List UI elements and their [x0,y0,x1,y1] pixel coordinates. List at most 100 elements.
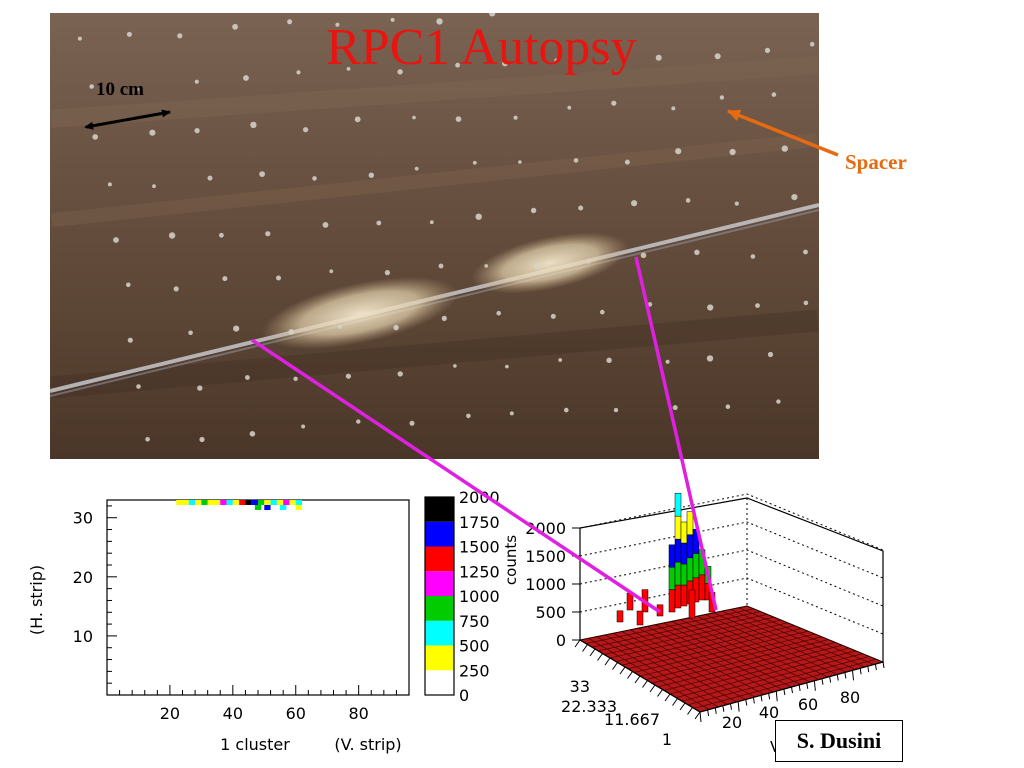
spacer-dot [554,58,559,63]
colorbar-swatch [425,497,454,522]
spacer-dot [675,148,682,155]
spacer-dot [288,329,294,335]
lego-ytick [694,711,701,720]
autopsy-photo [50,13,819,459]
lego-bar-segment [674,561,682,586]
spacer-dot [265,231,271,237]
lego-xtick [806,682,809,689]
lego-xtick [730,703,732,710]
lego-floor-line [713,612,847,673]
lego-bar-segment [668,589,676,613]
spacer-dot [466,413,471,419]
lego-xtick [791,686,793,694]
colorbar-tick-label: 1500 [459,538,500,557]
lego-xtick [714,707,717,714]
spacer-dot [767,351,774,358]
spacer-dot [346,67,351,71]
lego-xtick [707,709,710,716]
spacer-dot [672,405,678,411]
lego-floor-line [705,614,838,675]
spacer-dot [354,116,361,123]
hit-map-xtick-label: 20 [160,704,180,723]
spacer-dot [803,300,809,306]
spacer-dot [113,237,119,243]
spacer-dot [197,385,203,391]
spacer-dot [322,222,329,228]
hit-map-cell [254,505,262,510]
lego-floor-line [663,622,792,688]
spacer-dot [530,207,537,214]
lego-xtick [829,676,832,683]
lego-ztick-label: 2000 [525,519,566,538]
spacer-dot [345,373,351,379]
lego-ytick [687,707,693,715]
lego-floor-line [671,621,801,685]
colorbar-swatch [425,521,454,547]
spacer-dot [502,60,508,67]
hit-map-cell [264,500,271,505]
spacer-dot [489,13,496,17]
spacer-dot [397,69,403,75]
spacer-dot [232,23,239,30]
spacer-dot [438,263,444,269]
lego-xtick [745,699,748,706]
colorbar-tick-label: 0 [459,686,469,705]
colorbar-tick-label: 1000 [459,587,500,606]
lego-ytick-label: 33 [570,677,590,696]
hit-map-ytick-label: 10 [73,627,93,646]
spacer-dot [414,166,419,171]
lego-xtick [760,695,763,702]
spacer-dot [145,437,150,442]
lego-floor-line [663,644,843,691]
lego-xtick-label: 60 [798,695,818,714]
hit-map-cell [226,500,233,505]
hit-map-cell [270,500,277,505]
spacer-dot [390,17,395,22]
hit-map-cell [295,500,303,505]
spacer-dot [441,315,447,321]
lego-xtick-label: 20 [722,713,742,732]
lego-zlabel: counts [502,535,520,585]
spacer-dot [243,75,249,81]
lego-bar-segment [636,610,644,626]
lego-bar-segment [674,515,682,540]
hit-map-xtick-label: 80 [348,704,368,723]
lego-floor-line [696,615,829,678]
spacer-dot [719,95,725,100]
lego-bar-segment [692,553,700,578]
lego-bar-segment [686,511,694,535]
spacer-dot [791,194,798,201]
spacer-dot [484,264,489,268]
lego-xtick [737,701,740,712]
lego-ytick [612,662,618,670]
spacer-dot [764,47,771,54]
spacer-dot [771,92,777,97]
spacer-dot [296,70,301,75]
spacer-dot [573,158,579,163]
lego-floor-line [721,610,856,670]
colorbar-swatch [425,596,454,621]
spacer-label: Spacer [845,150,907,174]
colorbar-tick-label: 1250 [459,562,500,581]
lego-ytick [582,644,588,652]
lego-ytick [589,648,596,657]
spacer-dot [534,263,541,270]
spacer-dot [303,127,309,133]
connector-line-right [634,256,718,611]
colorbar-frame [424,496,455,696]
lego-ytick [657,689,663,697]
spacer-dot [126,282,131,288]
spacer-dot [611,100,617,106]
spacer-dot [312,176,317,181]
spacer-dot [126,31,132,37]
lego-bar-segment [686,557,694,582]
spacer-dot [694,249,700,255]
spacer-dot [578,205,584,211]
lego-floor-line [657,642,836,688]
spacer-dot [631,200,638,207]
colorbar-swatch [425,571,454,596]
hit-map-cell [239,500,246,505]
hit-map-cell [289,500,296,505]
lego-bar-segment [680,542,688,565]
spacer-dot [496,310,502,316]
